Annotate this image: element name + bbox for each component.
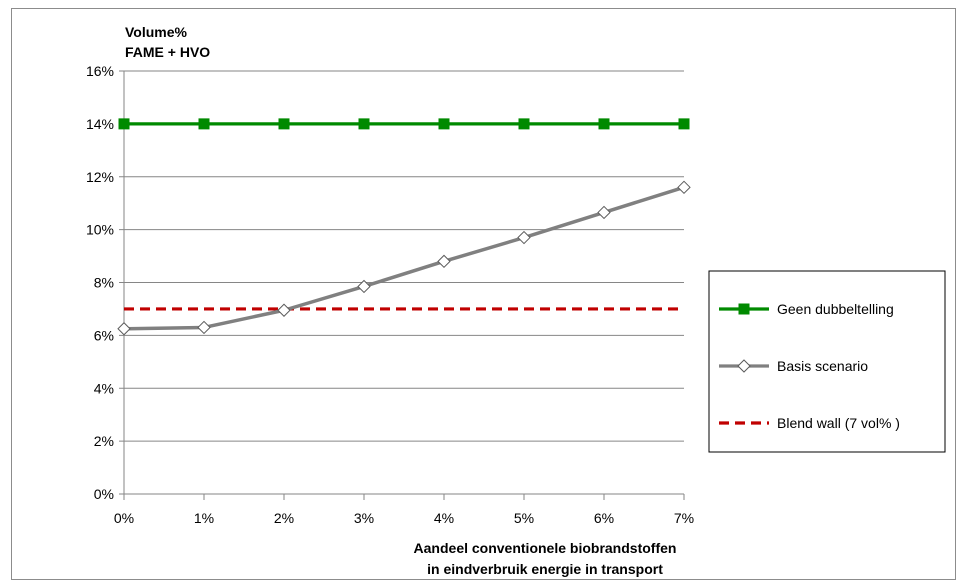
x-tick-label: 0% xyxy=(114,510,134,526)
square-marker xyxy=(438,118,450,130)
square-marker xyxy=(738,303,750,315)
diamond-marker xyxy=(677,180,691,195)
diamond-marker xyxy=(737,359,751,373)
x-tick-label: 5% xyxy=(514,510,534,526)
diamond-marker xyxy=(437,254,451,269)
square-marker xyxy=(598,118,610,130)
square-marker xyxy=(358,118,370,130)
y-tick-label: 8% xyxy=(94,275,114,291)
series xyxy=(117,118,691,336)
series-0 xyxy=(118,118,690,130)
y-tick-label: 4% xyxy=(94,380,114,396)
y-tick-label: 16% xyxy=(86,63,114,79)
diamond-marker xyxy=(517,230,531,245)
square-marker xyxy=(198,118,210,130)
square-marker xyxy=(118,118,130,130)
legend-box xyxy=(708,270,946,453)
labels: 0% 2% 4% 6% 8% 10% 12% 14% 16% 0% 1% 2% 3% 4% 5% 6% 7% Vo… xyxy=(86,24,694,577)
legend-label: Blend wall (7 vol% ) xyxy=(777,415,900,431)
x-tick-label: 4% xyxy=(434,510,454,526)
square-marker xyxy=(278,118,290,130)
square-marker xyxy=(678,118,690,130)
y-tick-label: 14% xyxy=(86,116,114,132)
diamond-marker xyxy=(197,320,211,335)
y-tick-label: 12% xyxy=(86,169,114,185)
diamond-marker xyxy=(117,322,131,336)
diamond-marker xyxy=(277,303,291,317)
diamond-marker xyxy=(357,279,371,294)
series-line xyxy=(123,185,685,331)
y-tick-label: 6% xyxy=(94,327,114,343)
x-tick-label: 2% xyxy=(274,510,294,526)
x-tick-label: 7% xyxy=(674,510,694,526)
x-axis-title: Aandeel conventionele biobrandstoffen xyxy=(414,540,677,556)
legend-label: Geen dubbeltelling xyxy=(777,301,894,317)
x-axis-title: in eindverbruik energie in transport xyxy=(427,561,663,577)
square-marker xyxy=(518,118,530,130)
y-axis-title: FAME + HVO xyxy=(125,44,210,60)
y-tick-label: 0% xyxy=(94,486,114,502)
y-tick-label: 2% xyxy=(94,433,114,449)
x-tick-label: 1% xyxy=(194,510,214,526)
diamond-marker xyxy=(597,205,611,220)
y-axis-title: Volume% xyxy=(125,24,188,40)
series-1 xyxy=(117,180,691,336)
legend: Geen dubbeltelling Basis scenario Blend wa… xyxy=(708,270,946,453)
y-tick-label: 10% xyxy=(86,222,114,238)
legend-label: Basis scenario xyxy=(777,358,868,374)
x-tick-label: 3% xyxy=(354,510,374,526)
x-tick-label: 6% xyxy=(594,510,614,526)
axes xyxy=(119,70,685,500)
